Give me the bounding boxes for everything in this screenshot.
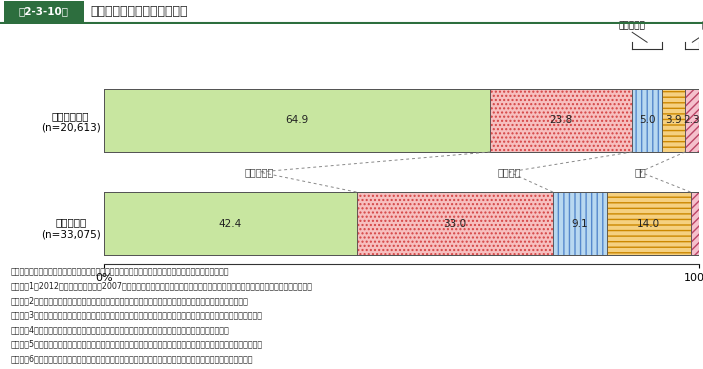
Text: 2．承継形態が「創業者の再就任」、「分社化の一環」並びに「不明」の企業は除いて集計している。: 2．承継形態が「創業者の再就任」、「分社化の一環」並びに「不明」の企業は除いて集…	[11, 296, 248, 305]
Bar	[104, 89, 491, 152]
Text: 親族内承継: 親族内承継	[244, 167, 273, 177]
Text: 6．ここでいう「買収」とは、合併又は買収を行った企業側の意向により経営者が就任することをいう。: 6．ここでいう「買収」とは、合併又は買収を行った企業側の意向により経営者が就任す…	[11, 355, 253, 363]
Bar	[632, 89, 662, 152]
Bar	[632, 89, 662, 152]
Bar	[690, 192, 699, 255]
Bar	[690, 192, 699, 255]
Bar	[553, 192, 607, 255]
Text: 規模別の現経営者の承継形態: 規模別の現経営者の承継形態	[90, 5, 188, 18]
Text: 出向: 出向	[634, 167, 646, 177]
Bar	[104, 192, 356, 255]
Text: 5．ここでいう「出向」とは、外部（親会社等）から当該企業に受動的に経営者が送り込まれることをいう。: 5．ここでいう「出向」とは、外部（親会社等）から当該企業に受動的に経営者が送り込…	[11, 340, 263, 349]
Bar	[356, 192, 553, 255]
Bar	[491, 89, 632, 152]
Text: 小規模事業者
(n=20,613): 小規模事業者 (n=20,613)	[41, 111, 101, 133]
Bar	[553, 192, 607, 255]
Bar	[685, 89, 699, 152]
Text: 2.3: 2.3	[684, 115, 700, 125]
Bar	[104, 89, 491, 152]
Text: 42.4: 42.4	[219, 219, 242, 229]
Bar	[104, 192, 356, 255]
Bar	[607, 192, 690, 255]
Text: （注）　1．2012年末時点のデータと2007年末時点のデータを比較し、社長が交代している企業について承継形態を集計している。: （注） 1．2012年末時点のデータと2007年末時点のデータを比較し、社長が交…	[11, 282, 313, 290]
Bar	[662, 89, 685, 152]
Text: 33.0: 33.0	[443, 219, 466, 229]
Bar	[607, 192, 690, 255]
Text: 3．ここでいう「内部昇格」とは、経営者の親族以外の社内の役員や従業員が経営者に昇格することをいう。: 3．ここでいう「内部昇格」とは、経営者の親族以外の社内の役員や従業員が経営者に昇…	[11, 311, 262, 320]
Bar	[356, 192, 553, 255]
Text: 買収: 買収	[702, 21, 703, 30]
Bar	[662, 89, 685, 152]
Bar	[491, 89, 632, 152]
Text: 4．ここでいう「外部招へい」とは、当該企業が能動的に外部から経営者を招くことをいう。: 4．ここでいう「外部招へい」とは、当該企業が能動的に外部から経営者を招くことをい…	[11, 325, 229, 334]
Text: 資料：（株）帝国データバンク「信用調査報告書データベース」、「企業概要データベース」再編加工: 資料：（株）帝国データバンク「信用調査報告書データベース」、「企業概要データベー…	[11, 267, 229, 276]
Bar	[4, 1, 84, 23]
Text: 9.1: 9.1	[572, 219, 588, 229]
Text: 5.0: 5.0	[639, 115, 655, 125]
Text: 外部招へい: 外部招へい	[619, 21, 645, 30]
Text: 3.9: 3.9	[665, 115, 682, 125]
Text: 内部昇格: 内部昇格	[497, 167, 521, 177]
Text: 64.9: 64.9	[285, 115, 309, 125]
Text: 中規模企業
(n=33,075): 中規模企業 (n=33,075)	[41, 218, 101, 239]
Text: 14.0: 14.0	[638, 219, 660, 229]
Text: 第2-3-10図: 第2-3-10図	[19, 7, 69, 17]
Text: 23.8: 23.8	[550, 115, 573, 125]
Bar	[685, 89, 699, 152]
